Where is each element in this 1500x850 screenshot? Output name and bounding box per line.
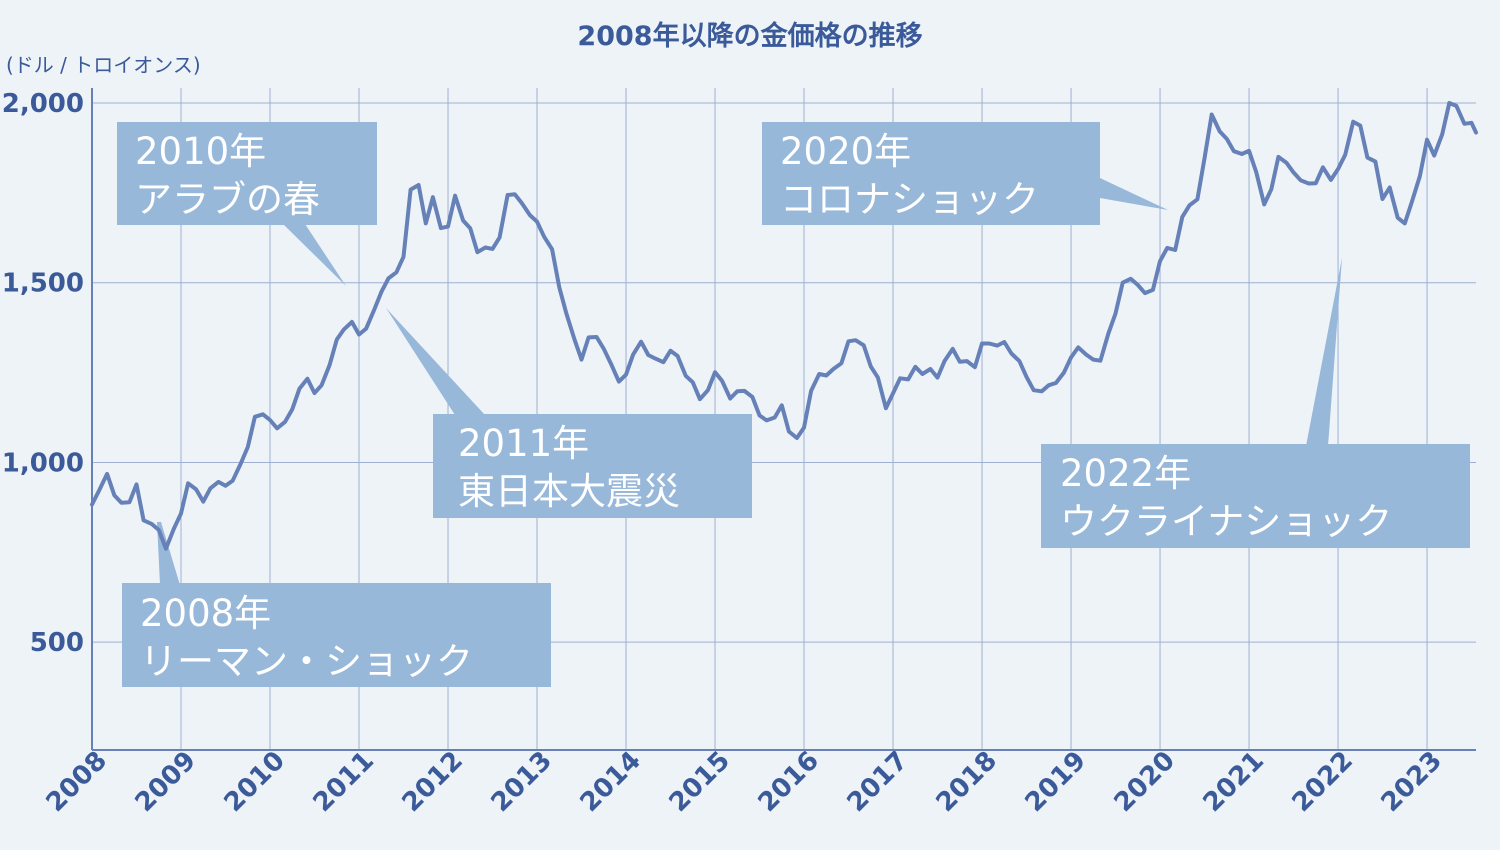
callout-2010: 2010年 アラブの春: [117, 122, 377, 225]
x-tick-label-2023: 2023: [1376, 746, 1448, 818]
callout-2011: 2011年 東日本大震災: [433, 414, 752, 518]
y-tick-label-2000: 2,000: [2, 89, 84, 119]
callout-pointers: [157, 178, 1342, 585]
x-tick-label-2016: 2016: [753, 746, 825, 818]
x-tick-label-2011: 2011: [308, 746, 380, 818]
pointer-2011: [386, 308, 485, 415]
callout-2008: 2008年 リーマン・ショック: [122, 583, 551, 687]
y-tick-label-500: 500: [30, 628, 84, 658]
callout-2022-year: 2022年: [1060, 452, 1191, 495]
x-tick-label-2009: 2009: [130, 746, 202, 818]
callout-2020-box: [762, 122, 1100, 225]
callout-2011-event: 東日本大震災: [458, 470, 680, 513]
callout-2022-event: ウクライナショック: [1060, 500, 1392, 543]
callout-2022: 2022年 ウクライナショック: [1041, 444, 1470, 548]
x-tick-label-2014: 2014: [575, 746, 647, 818]
callout-2011-year: 2011年: [458, 422, 589, 465]
callout-2011-box: [433, 414, 752, 518]
callout-2020-year: 2020年: [780, 130, 911, 173]
x-tick-label-2012: 2012: [397, 746, 469, 818]
x-tick-label-2017: 2017: [842, 746, 914, 818]
callout-2010-year: 2010年: [135, 130, 266, 173]
y-tick-label-1500: 1,500: [2, 269, 84, 299]
callout-2008-year: 2008年: [140, 592, 271, 635]
chart-title: 2008年以降の金価格の推移: [577, 20, 922, 52]
x-tick-label-2019: 2019: [1020, 746, 1092, 818]
x-tick-label-2021: 2021: [1198, 746, 1270, 818]
pointer-2010: [283, 224, 346, 286]
y-axis-ticks: 500 1,000 1,500 2,000: [2, 89, 84, 658]
x-tick-label-2018: 2018: [931, 746, 1003, 818]
y-axis-unit-label: (ドル / トロイオンス): [6, 53, 201, 77]
callout-2022-box: [1041, 444, 1470, 548]
x-tick-label-2010: 2010: [219, 746, 291, 818]
x-axis-ticks: 2008 2009 2010 2011 2012 2013 2014 2015 2016 2017…: [41, 746, 1448, 818]
pointer-2020: [1100, 178, 1168, 210]
x-tick-label-2020: 2020: [1109, 746, 1181, 818]
pointer-2022: [1306, 258, 1342, 446]
x-tick-label-2022: 2022: [1287, 746, 1359, 818]
callout-2010-event: アラブの春: [135, 178, 320, 221]
x-tick-label-2015: 2015: [664, 746, 736, 818]
x-tick-label-2013: 2013: [486, 746, 558, 818]
callout-2010-box: [117, 122, 377, 225]
x-tick-label-2008: 2008: [41, 746, 113, 818]
callout-2008-event: リーマン・ショック: [140, 640, 473, 683]
callout-2020-event: コロナショック: [780, 178, 1039, 221]
callout-2020: 2020年 コロナショック: [762, 122, 1100, 225]
y-tick-label-1000: 1,000: [2, 448, 84, 478]
gold-price-line: [90, 101, 1478, 551]
callout-2008-box: [122, 583, 551, 687]
